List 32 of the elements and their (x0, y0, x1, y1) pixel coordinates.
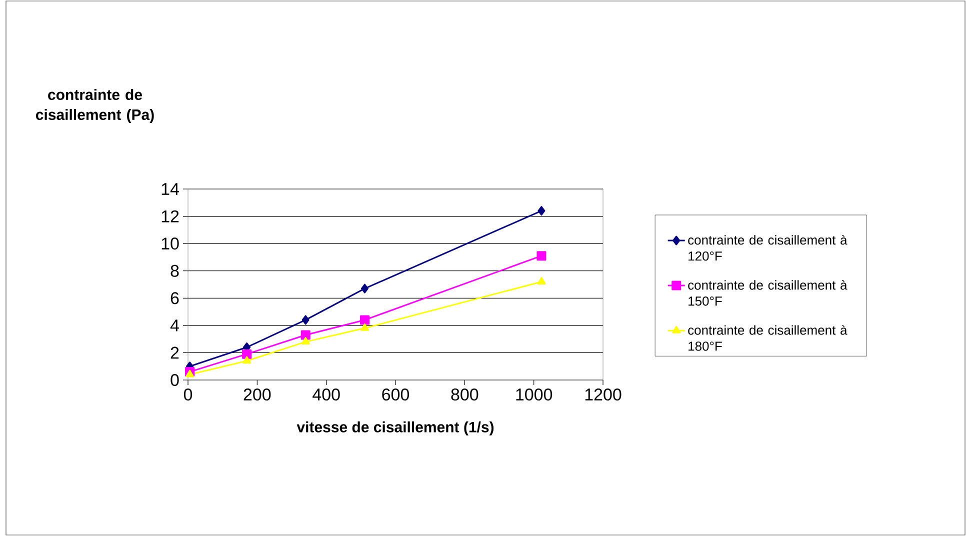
point (242, 349, 252, 359)
y-tick-label: 6 (170, 292, 179, 304)
point (302, 315, 310, 325)
point (301, 337, 310, 345)
x-tick-label: 0 (184, 388, 192, 401)
point (242, 356, 252, 364)
legend-label: contrainte de cisaillement à 120°F (688, 234, 848, 261)
x-tick-label: 400 (312, 388, 340, 401)
point (360, 323, 369, 331)
x-axis-title: vitesse de cisaillement (1/s) (296, 421, 494, 436)
point (537, 277, 546, 285)
legend-label: contrainte de cisaillement à 150°F (688, 280, 848, 306)
y-tick-label: 2 (170, 346, 179, 359)
point (538, 206, 546, 216)
y-tick-label: 8 (170, 264, 179, 277)
y-tick-label: 12 (162, 210, 179, 222)
point (536, 251, 546, 261)
x-tick-label: 1000 (516, 388, 552, 401)
y-axis-title: contrainte de cisaillement (Pa) (36, 89, 154, 123)
y-tick-label: 0 (170, 374, 179, 386)
y-tick-label: 14 (162, 183, 179, 195)
point (300, 330, 310, 340)
x-tick-label: 200 (244, 388, 271, 401)
x-tick-label: 600 (382, 388, 410, 401)
legend-label: contrainte de cisaillement à 180°F (688, 325, 848, 351)
x-tick-label: 800 (451, 388, 478, 401)
x-tick-label: 1200 (585, 388, 622, 401)
point (186, 370, 194, 378)
point (360, 284, 368, 294)
y-tick-label: 10 (162, 238, 179, 250)
y-tick-label: 4 (170, 320, 179, 332)
point (360, 315, 370, 325)
